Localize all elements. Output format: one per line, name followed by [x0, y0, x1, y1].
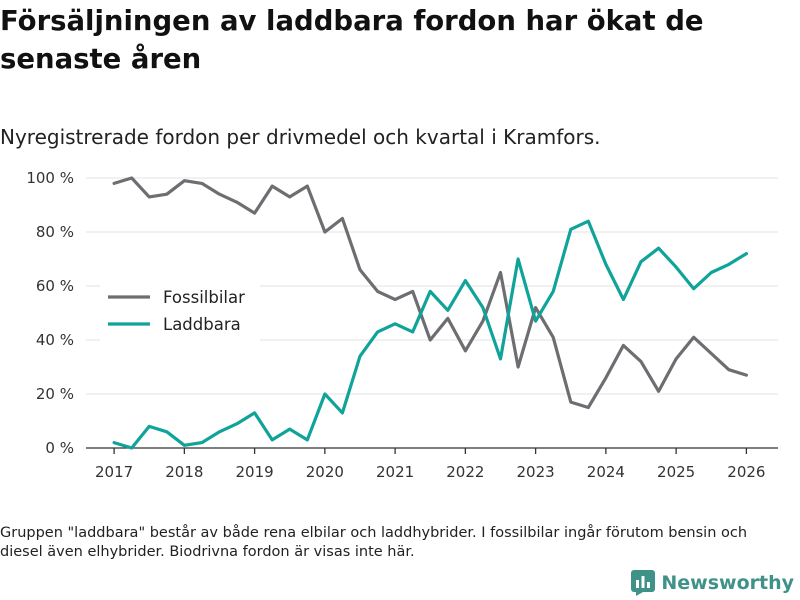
x-tick-label: 2021 [376, 463, 414, 481]
x-tick-label: 2018 [165, 463, 203, 481]
legend-label: Fossilbilar [163, 288, 245, 307]
x-tick-label: 2025 [657, 463, 695, 481]
y-tick-label: 20 % [36, 385, 74, 403]
series-lines [112, 176, 749, 450]
x-tick-label: 2019 [236, 463, 274, 481]
chart-title: Försäljningen av laddbara fordon har öka… [0, 5, 704, 75]
legend-background [100, 278, 260, 344]
series-line-fossilbilar [112, 176, 749, 410]
legend: Fossilbilar Laddbara [100, 278, 260, 344]
x-tick-label: 2017 [95, 463, 133, 481]
y-tick-label: 0 % [45, 439, 74, 457]
x-tick-label: 2020 [306, 463, 344, 481]
brand-logo: Newsworthy [631, 569, 794, 597]
x-tick-label: 2026 [727, 463, 765, 481]
x-tick-label: 2024 [587, 463, 625, 481]
series-line-laddbara [112, 219, 749, 450]
brand-name: Newsworthy [661, 572, 794, 594]
line-chart: 0 % 20 % 40 % 60 % 80 % 100 % 2017 2018 2019 2020… [26, 169, 778, 481]
legend-label: Laddbara [163, 315, 241, 334]
y-tick-label: 100 % [26, 169, 74, 187]
y-tick-label: 80 % [36, 223, 74, 241]
newsworthy-logo-icon [631, 570, 656, 596]
footnote: Gruppen "laddbara" består av både rena e… [0, 525, 748, 560]
chart-subtitle: Nyregistrerade fordon per drivmedel och … [0, 125, 601, 149]
y-tick-label: 60 % [36, 277, 74, 295]
y-tick-label: 40 % [36, 331, 74, 349]
x-tick-label: 2023 [517, 463, 555, 481]
x-tick-label: 2022 [446, 463, 484, 481]
axes: 0 % 20 % 40 % 60 % 80 % 100 % 2017 2018 2019 2020… [26, 169, 778, 481]
